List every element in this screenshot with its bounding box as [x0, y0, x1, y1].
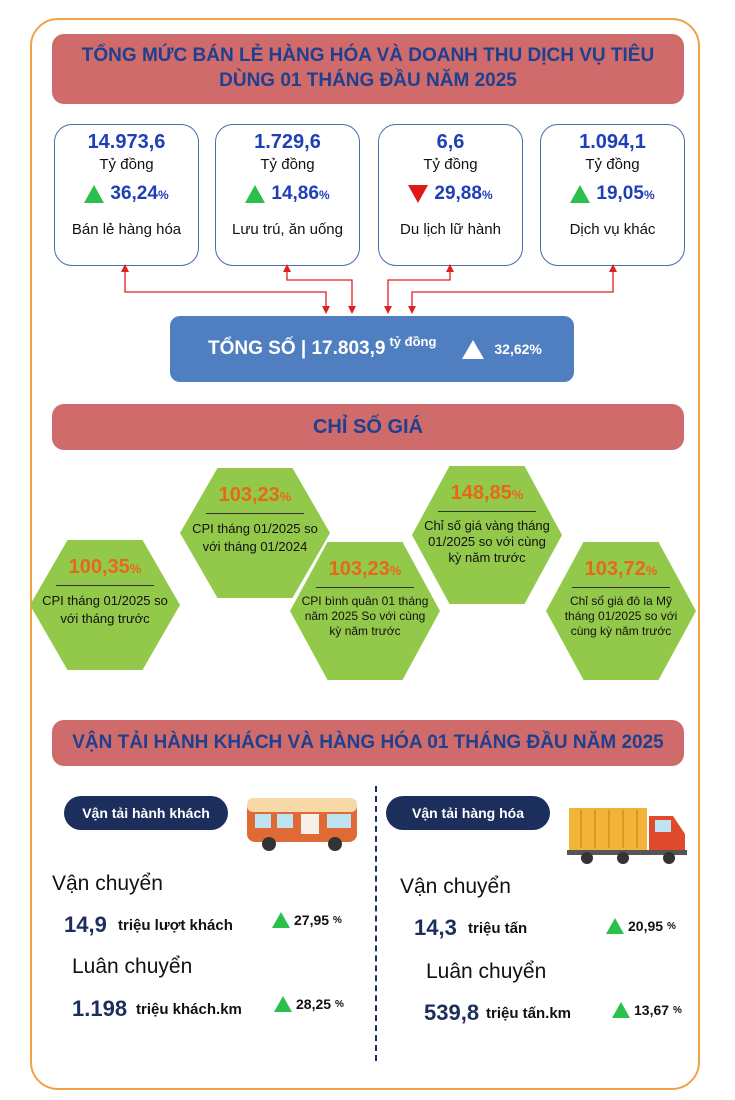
card-unit: Tỷ đồng: [423, 156, 478, 173]
passenger-volume-value: 14,9: [64, 912, 107, 937]
hex-cpi-mom: 100,35% CPI tháng 01/2025 so với tháng t…: [30, 540, 180, 670]
up-arrow-icon: [606, 918, 624, 934]
prices-title: CHỈ SỐ GIÁ: [52, 404, 684, 450]
card-growth: 19,05%: [541, 183, 684, 205]
card-accommodation: 1.729,6 Tỷ đồng 14,86% Lưu trú, ăn uống: [215, 124, 360, 266]
transport-title: VẬN TẢI HÀNH KHÁCH VÀ HÀNG HÓA 01 THÁNG …: [52, 720, 684, 766]
pct-sign: %: [279, 489, 292, 504]
pct-sign: %: [335, 998, 344, 1010]
pct-sign: %: [511, 487, 524, 502]
card-retail-goods: 14.973,6 Tỷ đồng 36,24% Bán lẻ hàng hóa: [54, 124, 199, 266]
up-arrow-icon: [84, 185, 105, 203]
connector-arrows: [121, 264, 617, 314]
pct-sign: %: [157, 188, 169, 202]
card-value: 6,6: [436, 131, 465, 153]
card-value: 1.094,1: [579, 131, 646, 153]
up-arrow-icon: [462, 339, 485, 359]
hex-gold-index: 148,85% Chỉ số giá vàng tháng 01/2025 so…: [412, 466, 562, 604]
passenger-rotation-heading: Luân chuyển: [72, 955, 193, 978]
cargo-pill: Vận tải hàng hóa: [386, 796, 550, 830]
pct-sign: %: [667, 920, 676, 932]
hex-number: 103,23: [218, 484, 280, 506]
hex-value: 103,23%: [316, 558, 414, 588]
pct-sign: %: [481, 188, 493, 202]
pct-sign: %: [129, 561, 142, 576]
passenger-rotation-value: 1.198: [72, 996, 128, 1021]
card-unit: Tỷ đồng: [260, 156, 315, 173]
column-divider: [375, 786, 377, 1061]
hex-value: 100,35%: [56, 556, 154, 586]
hex-text: Chỉ số giá vàng tháng 01/2025 so với cùn…: [424, 518, 550, 565]
pct-sign: %: [645, 563, 658, 578]
card-label: Du lịch lữ hành: [400, 221, 501, 238]
page-frame: [30, 18, 700, 1090]
truck-icon: [567, 808, 687, 864]
cargo-rotation-unit: triệu tấn.km: [486, 1005, 572, 1022]
cargo-volume-unit: triệu tấn: [468, 920, 528, 937]
card-label: Lưu trú, ăn uống: [232, 221, 343, 238]
total-unit: tỷ đồng: [389, 333, 437, 349]
hex-number: 100,35: [68, 556, 130, 578]
card-growth: 29,88%: [379, 183, 522, 205]
hex-text: Chỉ số giá đô la Mỹ tháng 01/2025 so với…: [564, 594, 678, 638]
passenger-volume-heading: Vận chuyển: [52, 872, 163, 895]
hex-number: 103,23: [328, 558, 390, 580]
pct-sign: %: [318, 188, 330, 202]
card-travel: 6,6 Tỷ đồng 29,88% Du lịch lữ hành: [378, 124, 523, 266]
up-arrow-icon: [245, 185, 266, 203]
cargo-volume-heading: Vận chuyển: [400, 875, 511, 898]
cargo-volume-growth: 20,95%: [606, 918, 676, 934]
passenger-rotation-growth: 28,25%: [274, 996, 344, 1012]
total-box: TỔNG SỐ | 17.803,9 tỷ đồng 32,62%: [170, 316, 574, 382]
card-pct: 36,24: [110, 183, 158, 204]
total-value: TỔNG SỐ | 17.803,9: [208, 338, 386, 359]
growth-value: 13,67: [634, 1002, 670, 1018]
card-pct: 14,86: [271, 183, 319, 204]
card-unit: Tỷ đồng: [585, 156, 640, 173]
passenger-rotation-unit: triệu khách.km: [136, 1001, 242, 1018]
down-arrow-icon: [408, 185, 429, 203]
total-pct: 32,62%: [494, 341, 542, 357]
card-label: Bán lẻ hàng hóa: [71, 221, 182, 238]
card-growth: 36,24%: [55, 183, 198, 205]
pct-sign: %: [389, 563, 402, 578]
passenger-volume-growth: 27,95%: [272, 912, 342, 928]
card-value: 14.973,6: [87, 131, 166, 153]
hex-cpi-average: 103,23% CPI bình quân 01 tháng năm 2025 …: [290, 542, 440, 680]
up-arrow-icon: [570, 185, 591, 203]
passenger-pill: Vận tải hành khách: [64, 796, 228, 830]
hex-value: 148,85%: [438, 482, 536, 512]
bus-icon: [247, 798, 357, 851]
card-pct: 19,05: [596, 183, 644, 204]
card-pct: 29,88: [434, 183, 482, 204]
up-arrow-icon: [274, 996, 292, 1012]
growth-value: 27,95: [294, 912, 330, 928]
pct-sign: %: [673, 1004, 682, 1016]
hex-text: CPI tháng 01/2025 so với tháng 01/2024: [192, 521, 318, 554]
up-arrow-icon: [272, 912, 290, 928]
cargo-rotation-value: 539,8: [424, 1000, 480, 1025]
hex-number: 103,72: [584, 558, 646, 580]
growth-value: 28,25: [296, 996, 332, 1012]
hex-text: CPI tháng 01/2025 so với tháng trước: [42, 593, 168, 626]
card-unit: Tỷ đồng: [99, 156, 154, 173]
cargo-rotation-growth: 13,67%: [612, 1002, 682, 1018]
up-arrow-icon: [612, 1002, 630, 1018]
passenger-volume-unit: triệu lượt khách: [118, 917, 233, 934]
hex-number: 148,85: [450, 482, 512, 504]
card-other-services: 1.094,1 Tỷ đồng 19,05% Dịch vụ khác: [540, 124, 685, 266]
card-label: Dịch vụ khác: [569, 221, 656, 238]
growth-value: 20,95: [628, 918, 664, 934]
card-value: 1.729,6: [254, 131, 321, 153]
retail-title: TỔNG MỨC BÁN LẺ HÀNG HÓA VÀ DOANH THU DỊ…: [52, 34, 684, 104]
hex-usd-index: 103,72% Chỉ số giá đô la Mỹ tháng 01/202…: [546, 542, 696, 680]
card-growth: 14,86%: [216, 183, 359, 205]
hex-text: CPI bình quân 01 tháng năm 2025 So với c…: [301, 594, 429, 638]
pct-sign: %: [643, 188, 655, 202]
cargo-rotation-heading: Luân chuyển: [426, 960, 547, 983]
hex-value: 103,23%: [206, 484, 304, 514]
hex-value: 103,72%: [572, 558, 670, 588]
pct-sign: %: [333, 914, 342, 926]
cargo-volume-value: 14,3: [414, 915, 457, 940]
